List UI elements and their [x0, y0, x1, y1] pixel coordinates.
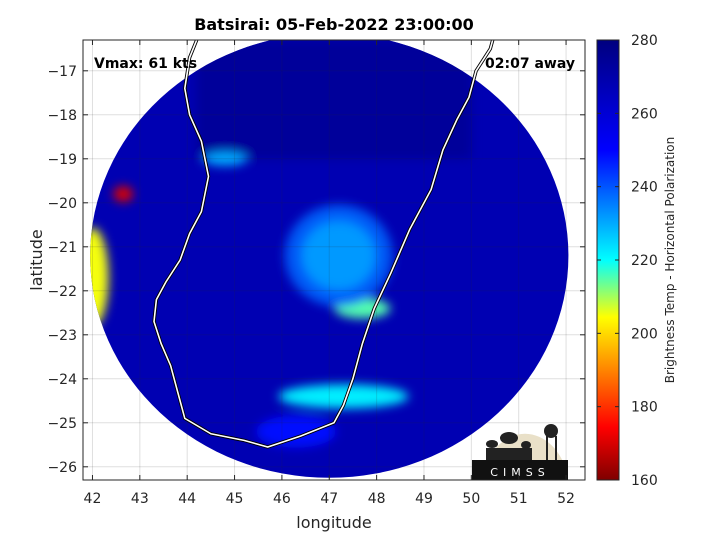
x-tick-label: 47: [320, 491, 338, 507]
x-tick-label: 46: [273, 491, 291, 507]
heatmap-layer: [90, 40, 569, 478]
coastline: [153, 40, 494, 448]
colorbar-ticks: 160 180 200 220 240 260 280: [597, 33, 658, 489]
colorbar-tick-label: 200: [631, 326, 658, 342]
x-tick-label: 52: [557, 491, 575, 507]
y-tick-label: −25: [47, 416, 77, 432]
heat-feature: [203, 151, 248, 166]
y-axis: −17 −18 −19 −20 −21 −22 −23 −24 −25 −26: [47, 64, 585, 476]
x-tick-label: 45: [226, 491, 244, 507]
heat-feature: [90, 227, 109, 328]
y-axis-label: latitude: [27, 229, 46, 290]
x-axis-label: longitude: [296, 513, 371, 532]
time-away-annotation: 02:07 away: [485, 56, 575, 72]
heat-feature: [298, 215, 379, 296]
eye-ring: [284, 204, 393, 307]
x-tick-label: 42: [84, 491, 102, 507]
colorbar-tick-label: 260: [631, 106, 658, 122]
colorbar-tick-label: 280: [631, 33, 658, 49]
heat-feature: [278, 384, 409, 409]
heat-feature: [256, 415, 337, 448]
vmax-annotation: Vmax: 61 kts: [94, 56, 197, 72]
colorbar-tick-label: 160: [631, 473, 658, 489]
y-tick-label: −19: [47, 152, 77, 168]
x-tick-label: 44: [178, 491, 196, 507]
x-tick-label: 50: [462, 491, 480, 507]
heat-feature: [113, 186, 134, 202]
chart-title: Batsirai: 05-Feb-2022 23:00:00: [194, 15, 474, 34]
y-tick-label: −23: [47, 328, 77, 344]
colorbar-tick-label: 180: [631, 400, 658, 416]
x-tick-label: 48: [368, 491, 386, 507]
y-tick-label: −17: [47, 64, 77, 80]
x-tick-label: 49: [415, 491, 433, 507]
y-tick-label: −18: [47, 108, 77, 124]
y-tick-label: −24: [47, 372, 77, 388]
colorbar-tick-label: 220: [631, 253, 658, 269]
y-tick-label: −22: [47, 284, 77, 300]
colorbar-label: Brightness Temp - Horizontal Polarizatio…: [663, 137, 677, 384]
x-axis: 42 43 44 45 46 47 48 49 50 51 52: [84, 40, 575, 507]
colorbar-tick-label: 240: [631, 180, 658, 196]
y-tick-label: −21: [47, 240, 77, 256]
y-tick-label: −26: [47, 460, 77, 476]
cimss-logo: CIMSS: [472, 424, 568, 480]
logo-text: CIMSS: [490, 466, 549, 479]
x-tick-label: 43: [131, 491, 149, 507]
x-tick-label: 51: [510, 491, 528, 507]
y-tick-label: −20: [47, 196, 77, 212]
axes-frame: [82, 39, 586, 481]
